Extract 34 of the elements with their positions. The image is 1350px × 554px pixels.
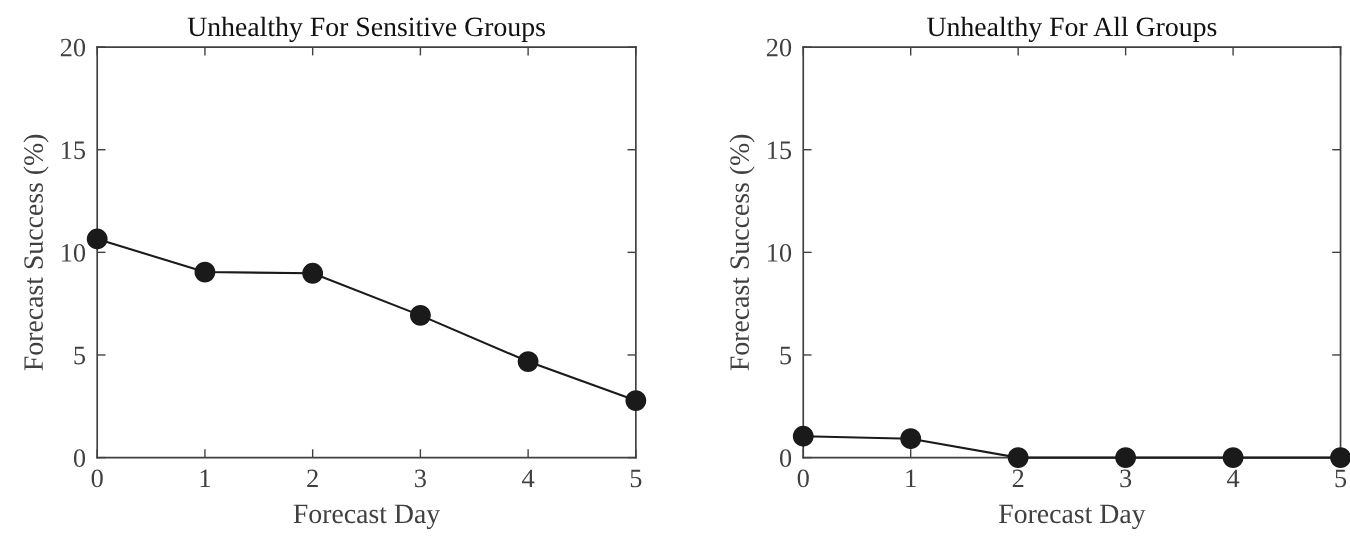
point	[517, 351, 539, 372]
x-tick-label: 2	[307, 469, 318, 488]
y-tick-label: 5	[780, 346, 792, 365]
point	[194, 261, 216, 283]
y-axis-title: Forecast Success (%)	[23, 134, 49, 371]
x-tick-label: 4	[522, 469, 535, 488]
x-tick-label: 1	[200, 469, 210, 488]
x-tick-label: 3	[1120, 469, 1132, 488]
y-tick-label: 20	[766, 38, 792, 57]
x-tick-label: 0	[797, 469, 809, 488]
y-tick-label: 0	[73, 449, 86, 468]
point	[302, 262, 324, 284]
y-tick-label: 20	[60, 38, 86, 57]
x-tick-label: 1	[906, 469, 916, 488]
y-tick-label: 15	[62, 141, 86, 160]
point	[625, 390, 647, 411]
point	[86, 228, 108, 250]
x-tick-label: 4	[1227, 469, 1240, 488]
chart-title: Unhealthy For Sensitive Groups	[187, 16, 545, 42]
x-tick-label: 5	[1335, 469, 1347, 488]
y-tick-label: 0	[779, 449, 792, 468]
y-tick-label: 5	[74, 346, 86, 365]
y-tick-label: 15	[768, 141, 792, 160]
x-tick-label: 3	[415, 469, 426, 488]
point	[409, 304, 431, 326]
chart-title: Unhealthy For All Groups	[927, 16, 1217, 42]
x-tick-label: 2	[1012, 469, 1024, 488]
x-tick-label: 5	[630, 469, 642, 488]
y-tick-label: 10	[62, 243, 86, 262]
x-axis-title: Forecast Day	[293, 504, 441, 529]
y-tick-label: 10	[768, 243, 792, 262]
x-tick-label: 0	[91, 469, 103, 488]
y-axis-title: Forecast Success (%)	[729, 134, 755, 371]
x-axis-title: Forecast Day	[999, 504, 1146, 529]
